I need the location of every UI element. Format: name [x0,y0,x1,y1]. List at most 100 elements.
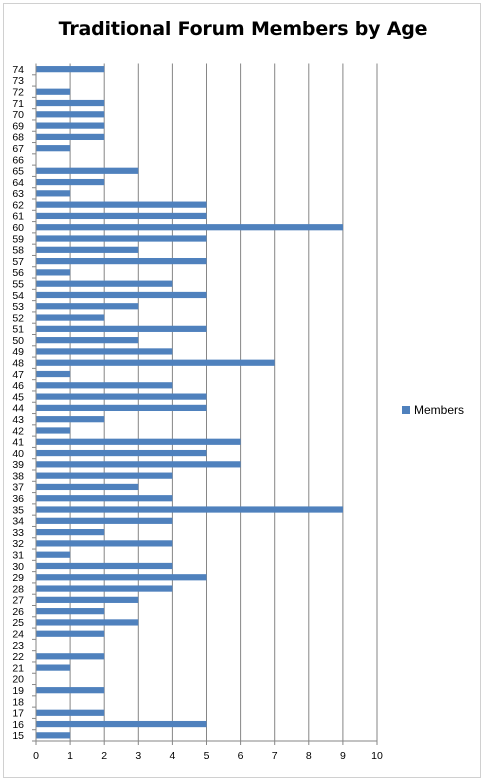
bar-age-58 [36,246,139,253]
bar-age-44 [36,404,207,412]
x-tick-label-3: 3 [135,750,141,762]
x-tick-label-5: 5 [204,750,210,762]
y-tick-label-64: 64 [12,177,24,189]
y-tick-label-17: 17 [12,708,24,720]
bar-age-30 [36,562,173,570]
y-tick-label-45: 45 [12,391,24,403]
bar-age-31 [36,551,71,558]
y-tick-label-18: 18 [12,696,24,708]
y-tick-label-71: 71 [12,98,24,110]
bar-age-39 [36,461,241,468]
x-tick-label-1: 1 [67,750,73,762]
y-tick-label-33: 33 [12,527,24,539]
bar-age-40 [36,449,207,457]
y-tick-label-68: 68 [12,132,24,144]
y-tick-label-27: 27 [12,595,24,607]
y-tick-label-25: 25 [12,617,24,629]
y-tick-label-70: 70 [12,109,24,121]
x-tick-label-9: 9 [340,750,346,762]
y-tick-label-69: 69 [12,120,24,132]
bar-age-60 [36,224,343,231]
bar-age-46 [36,382,173,389]
bar-age-28 [36,585,173,592]
chart-frame: Traditional Forum Members by Age [3,3,481,778]
bar-age-16 [36,720,207,728]
y-tick-label-50: 50 [12,335,24,347]
bar-age-63 [36,190,71,197]
bar-age-36 [36,495,173,502]
bar-age-47 [36,370,71,378]
x-tick-label-4: 4 [169,750,175,762]
y-tick-label-20: 20 [12,674,24,686]
bar-age-71 [36,99,105,107]
bar-age-35 [36,506,343,513]
bar-age-43 [36,416,105,423]
bar-age-69 [36,122,105,129]
bar-age-29 [36,574,207,581]
bar-age-50 [36,337,139,344]
y-tick-label-67: 67 [12,143,24,155]
bar-age-42 [36,427,71,434]
bar-age-19 [36,687,105,694]
bar-age-34 [36,517,173,524]
bar-age-74 [36,66,105,73]
y-tick-label-55: 55 [12,278,24,290]
y-tick-label-23: 23 [12,640,24,652]
bar-age-57 [36,257,207,265]
x-tick-label-8: 8 [306,750,312,762]
bar-age-17 [36,709,105,716]
y-tick-label-60: 60 [12,222,24,234]
y-tick-label-74: 74 [12,64,24,76]
y-tick-label-29: 29 [12,572,24,584]
bar-age-62 [36,201,207,208]
bar-age-15 [36,732,71,739]
x-tick-label-6: 6 [238,750,244,762]
y-tick-label-62: 62 [12,199,24,211]
y-tick-label-59: 59 [12,233,24,245]
y-tick-label-66: 66 [12,154,24,166]
bar-age-67 [36,145,71,152]
bar-age-27 [36,596,139,603]
y-tick-label-26: 26 [12,606,24,618]
y-tick-label-34: 34 [12,516,24,528]
bar-age-41 [36,438,241,445]
y-tick-label-48: 48 [12,358,24,370]
axes [32,63,378,745]
y-tick-label-30: 30 [12,561,24,573]
bar-age-33 [36,528,105,536]
y-tick-label-49: 49 [12,346,24,358]
bar-age-21 [36,664,71,671]
bar-age-53 [36,303,139,310]
bar-age-32 [36,540,173,547]
y-tick-label-28: 28 [12,583,24,595]
y-tick-label-63: 63 [12,188,24,200]
y-tick-label-43: 43 [12,414,24,426]
bar-age-37 [36,483,139,491]
y-tick-label-52: 52 [12,312,24,324]
y-tick-label-41: 41 [12,437,24,449]
bar-age-38 [36,472,173,479]
gridlines [69,63,378,741]
x-tick-label-0: 0 [33,750,39,762]
x-tick-labels: 0 1 2 3 4 5 6 7 8 9 10 [33,750,383,762]
y-tick-label-46: 46 [12,380,24,392]
y-tick-label-38: 38 [12,470,24,482]
y-tick-label-21: 21 [12,662,24,674]
bar-age-56 [36,269,71,276]
y-tick-label-22: 22 [12,651,24,663]
y-tick-label-19: 19 [12,685,24,697]
y-tick-label-31: 31 [12,549,24,561]
legend-swatch-members [402,406,410,414]
bar-age-65 [36,167,139,174]
bar-age-54 [36,291,207,299]
y-tick-label-37: 37 [12,482,24,494]
y-tick-label-57: 57 [12,256,24,268]
y-tick-labels: 1516171819202122232425262728293031323334… [12,64,24,742]
bar-age-48 [36,359,275,366]
y-tick-label-16: 16 [12,719,24,731]
bar-age-64 [36,178,105,186]
bar-age-45 [36,393,207,400]
bar-age-22 [36,653,105,660]
y-tick-label-51: 51 [12,324,24,336]
